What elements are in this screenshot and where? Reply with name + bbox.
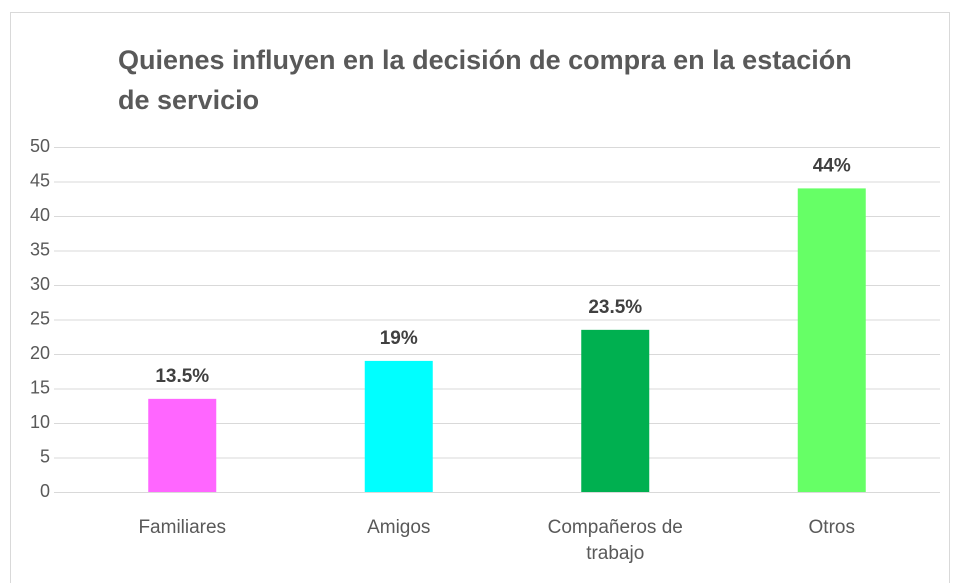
y-tick-label: 5: [40, 446, 50, 466]
y-tick-label: 30: [30, 274, 50, 294]
x-tick-label: Amigos: [367, 517, 431, 538]
y-tick-label: 10: [30, 412, 50, 432]
data-label: 13.5%: [155, 366, 209, 387]
bar: [364, 360, 433, 492]
bar: [148, 398, 217, 492]
bar: [797, 188, 866, 492]
x-tick-label: Otros: [808, 517, 855, 538]
y-tick-label: 25: [30, 308, 50, 328]
x-tick-label: Familiares: [138, 517, 227, 538]
data-label: 23.5%: [588, 297, 642, 318]
y-tick-label: 0: [40, 481, 50, 501]
y-tick-label: 40: [30, 205, 50, 225]
chart-border: [10, 12, 950, 583]
data-label: 44%: [813, 155, 851, 176]
y-tick-label: 20: [30, 343, 50, 363]
y-tick-label: 45: [30, 170, 50, 190]
y-tick-label: 15: [30, 377, 50, 397]
x-tick-label: Compañeros de trabajo: [547, 517, 683, 564]
y-tick-label: 50: [30, 136, 50, 156]
chart-title: Quienes influyen en la decisión de compr…: [118, 45, 852, 115]
y-tick-label: 35: [30, 239, 50, 259]
data-label: 19%: [380, 328, 418, 349]
bar: [581, 329, 650, 492]
